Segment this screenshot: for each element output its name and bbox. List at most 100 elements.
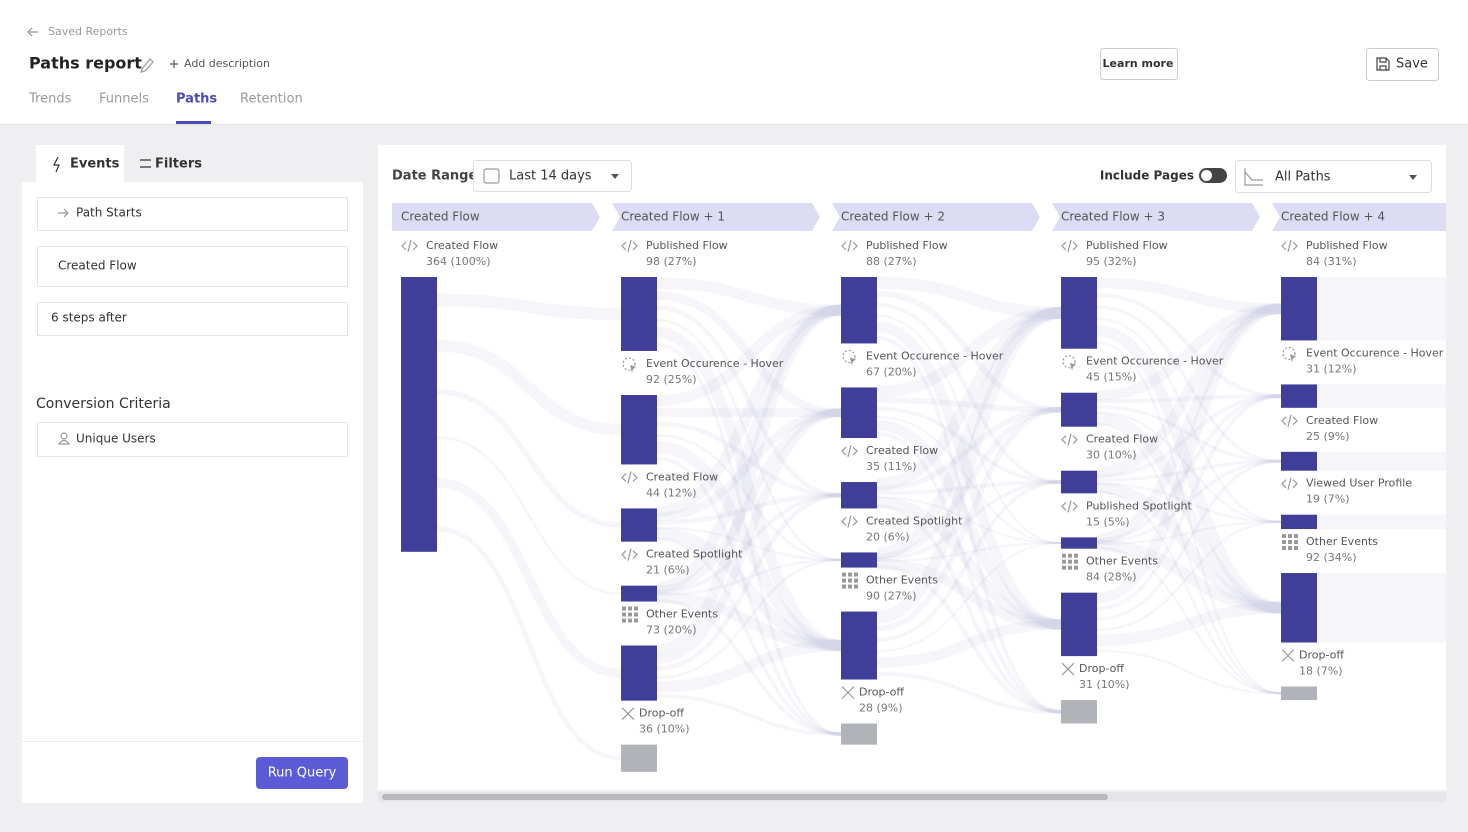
- node-icon: [401, 239, 418, 253]
- back-icon[interactable]: [27, 27, 38, 37]
- code-icon: [621, 471, 638, 484]
- flow: [876, 321, 1062, 630]
- node-bar[interactable]: [841, 611, 877, 680]
- nav-tab[interactable]: Funnels: [99, 92, 149, 107]
- node-bar[interactable]: [841, 482, 877, 509]
- node-bar[interactable]: [841, 387, 877, 439]
- node-icon: [622, 357, 636, 373]
- edit-icon[interactable]: [140, 58, 154, 73]
- scroll-thumb[interactable]: [382, 794, 1108, 800]
- flow: [876, 276, 1062, 319]
- filters-icon: [140, 159, 151, 168]
- flow: [656, 537, 842, 736]
- flow: [1096, 303, 1282, 604]
- chart-panel: [378, 145, 1446, 790]
- flow: [876, 397, 1062, 413]
- node-bar[interactable]: [1281, 384, 1317, 408]
- node-bar[interactable]: [621, 394, 657, 465]
- node-bar[interactable]: [401, 277, 437, 552]
- node-bar[interactable]: [1281, 573, 1317, 643]
- node-name: Published Flow: [866, 239, 948, 252]
- flow: [1096, 292, 1282, 399]
- event-box[interactable]: [37, 246, 348, 287]
- events-tab-bg[interactable]: [36, 145, 124, 182]
- code-icon: [1281, 477, 1298, 490]
- flow: [876, 302, 1062, 484]
- node-icon: [621, 707, 635, 721]
- node-bar[interactable]: [1281, 277, 1317, 341]
- steps[interactable]: 6 steps after: [51, 311, 127, 325]
- node-bar[interactable]: [1061, 392, 1097, 427]
- flow: [656, 277, 842, 316]
- node-icon: [1061, 662, 1075, 676]
- node-bar[interactable]: [1281, 514, 1317, 530]
- node-bar[interactable]: [621, 645, 657, 701]
- filters-tab[interactable]: Filters: [155, 157, 202, 172]
- nav-tab[interactable]: Paths: [176, 92, 217, 107]
- event[interactable]: Created Flow: [58, 259, 137, 273]
- node-bar[interactable]: [841, 552, 877, 568]
- nav-tab[interactable]: Retention: [240, 92, 303, 107]
- steps-box[interactable]: [37, 302, 348, 336]
- date-range-dropdown[interactable]: [473, 160, 632, 192]
- grid-icon: [634, 606, 638, 611]
- node-bar[interactable]: [621, 508, 657, 542]
- date-range[interactable]: Last 14 days: [509, 169, 592, 184]
- run-query-label[interactable]: Run Query: [268, 766, 337, 781]
- flow: [1317, 384, 1446, 408]
- save-label[interactable]: Save: [1396, 57, 1428, 72]
- run-query-button[interactable]: [256, 757, 348, 789]
- node-count: 84 (31%): [1306, 255, 1357, 268]
- grid-icon: [848, 584, 852, 589]
- grid-icon: [842, 584, 846, 589]
- grid-icon: [1074, 559, 1078, 564]
- flow: [1096, 546, 1282, 695]
- breadcrumb[interactable]: Saved Reports: [48, 25, 128, 38]
- flow: [656, 421, 842, 498]
- node-bar[interactable]: [621, 585, 657, 602]
- save-button[interactable]: [1366, 48, 1439, 81]
- save-icon[interactable]: [1376, 57, 1390, 71]
- node-bar[interactable]: [1061, 537, 1097, 549]
- caret: [1409, 175, 1417, 180]
- node-bar[interactable]: [621, 744, 657, 772]
- flow: [656, 304, 842, 593]
- path-starts-box[interactable]: [37, 197, 348, 231]
- add-description[interactable]: Add description: [184, 57, 270, 70]
- flow: [876, 496, 1062, 545]
- node-bar[interactable]: [1061, 592, 1097, 657]
- path-starts[interactable]: Path Starts: [76, 206, 142, 220]
- node-bar[interactable]: [1281, 451, 1317, 471]
- learn-more-label[interactable]: Learn more: [1103, 57, 1174, 70]
- code-icon: [1061, 433, 1078, 446]
- node-icon: [1282, 534, 1298, 551]
- flow: [1096, 277, 1282, 314]
- node-bar[interactable]: [1281, 686, 1317, 701]
- events-tab[interactable]: Events: [70, 157, 120, 172]
- flow: [1096, 520, 1282, 631]
- flow: [656, 598, 842, 736]
- grid-icon: [848, 578, 852, 583]
- node-count: 35 (11%): [866, 460, 917, 473]
- nav-tab[interactable]: Trends: [28, 92, 72, 107]
- node-bar[interactable]: [1061, 277, 1097, 349]
- flow: [656, 434, 842, 562]
- path-chart: Created Flow Created Flow 364 (100%) Create…: [392, 203, 1446, 772]
- unique-users-box[interactable]: [37, 422, 348, 457]
- node-bar[interactable]: [841, 723, 877, 745]
- node-bar[interactable]: [1061, 470, 1097, 494]
- node-bar[interactable]: [1061, 700, 1097, 724]
- learn-more-button[interactable]: [1100, 48, 1178, 80]
- code-icon: [1281, 239, 1298, 253]
- header: [0, 0, 1468, 124]
- code-icon: [841, 239, 858, 253]
- node-icon: [841, 239, 858, 253]
- node-bar[interactable]: [621, 277, 657, 351]
- paths-filter[interactable]: All Paths: [1275, 170, 1331, 185]
- grid-icon: [1282, 534, 1286, 539]
- unique-users[interactable]: Unique Users: [76, 432, 156, 446]
- node-bar[interactable]: [841, 277, 877, 344]
- node-count: 88 (27%): [866, 255, 917, 268]
- flow: [876, 480, 1062, 495]
- paths-dropdown[interactable]: [1235, 160, 1432, 193]
